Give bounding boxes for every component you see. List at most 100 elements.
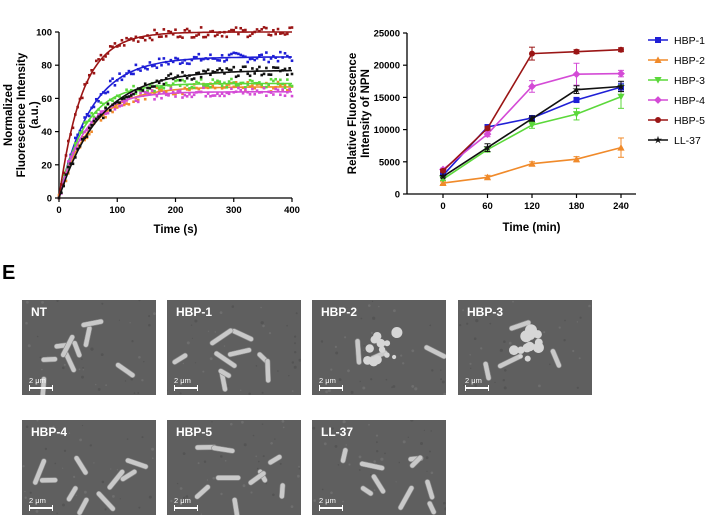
data-point (146, 67, 149, 71)
micrograph-label: HBP-2 (321, 305, 358, 319)
data-point (176, 35, 180, 39)
data-point (234, 51, 238, 55)
data-point (134, 35, 138, 39)
data-point (190, 58, 194, 62)
data-point (129, 72, 133, 76)
data-point (286, 88, 289, 92)
data-point (153, 98, 156, 101)
data-point (272, 86, 275, 90)
data-point (148, 86, 152, 90)
x-axis-label: Time (min) (503, 222, 561, 234)
data-point (122, 101, 126, 104)
data-point (139, 91, 142, 95)
data-point (204, 35, 208, 39)
data-point (87, 132, 91, 136)
data-point (234, 75, 238, 79)
data-point (185, 62, 189, 65)
legend-marker (655, 37, 661, 43)
data-point (71, 155, 75, 159)
data-point (94, 111, 98, 114)
data-point (244, 85, 247, 89)
y-tick-label: 40 (41, 127, 52, 138)
data-point (220, 54, 224, 57)
data-point (230, 52, 233, 56)
data-point (269, 77, 273, 81)
y-tick-label: 100 (36, 28, 52, 39)
data-point (197, 33, 201, 36)
data-point (74, 136, 77, 140)
data-point (90, 130, 93, 134)
data-point (143, 90, 147, 94)
data-point (246, 83, 250, 86)
data-point (104, 91, 107, 95)
fit-curve (58, 31, 292, 199)
data-point (211, 84, 215, 88)
x-tick-label: 240 (613, 201, 629, 212)
data-point (439, 172, 447, 180)
data-point (136, 40, 140, 43)
legend-label: HBP-2 (674, 55, 705, 67)
micrograph-label: NT (31, 305, 47, 319)
scale-bar-label: 2 μm (319, 376, 336, 385)
data-point (106, 102, 110, 106)
scale-bar-label: 2 μm (174, 376, 191, 385)
data-point (169, 30, 173, 34)
data-point (125, 102, 128, 105)
data-point (274, 87, 277, 91)
data-point (157, 81, 161, 85)
data-point (286, 54, 289, 58)
data-point (183, 80, 187, 83)
data-point (90, 123, 93, 127)
data-point (230, 87, 233, 91)
data-point (181, 78, 184, 82)
data-point (232, 81, 236, 84)
data-point (143, 97, 147, 101)
y-axis-label: (a.u.) (29, 101, 41, 129)
data-point (113, 96, 117, 100)
data-point (162, 86, 166, 90)
data-point (148, 36, 152, 40)
data-point (164, 34, 168, 38)
data-point (160, 85, 163, 89)
data-point (267, 83, 270, 87)
data-point (188, 29, 191, 33)
data-point (81, 96, 84, 100)
x-tick-label: 120 (524, 201, 540, 212)
legend-marker (654, 77, 662, 84)
data-point (192, 55, 196, 59)
data-point (241, 29, 245, 32)
data-point (241, 54, 245, 58)
data-point (204, 94, 208, 98)
data-point (195, 80, 198, 84)
data-point (218, 80, 222, 83)
legend-marker (655, 117, 661, 123)
data-point (132, 84, 135, 88)
data-point (253, 72, 257, 75)
data-point (120, 38, 124, 42)
data-point (185, 27, 189, 31)
data-point (220, 34, 224, 38)
data-point (269, 33, 273, 37)
data-point (274, 66, 277, 70)
micrograph-image (167, 305, 301, 395)
data-point (132, 39, 135, 42)
data-point (69, 155, 72, 159)
data-point (92, 71, 96, 75)
data-point (265, 51, 268, 54)
data-point (127, 103, 131, 106)
data-point (192, 77, 196, 80)
fit-curve (58, 56, 292, 199)
data-point (276, 80, 280, 84)
data-point (237, 52, 240, 56)
data-point (234, 26, 238, 29)
data-point (136, 100, 140, 104)
data-point (120, 78, 124, 82)
data-point (178, 78, 182, 82)
data-point (188, 92, 191, 96)
data-point (111, 110, 114, 114)
data-point (155, 86, 159, 90)
data-point (118, 44, 121, 47)
data-point (251, 57, 254, 60)
data-point (251, 84, 254, 87)
data-point (288, 83, 291, 87)
